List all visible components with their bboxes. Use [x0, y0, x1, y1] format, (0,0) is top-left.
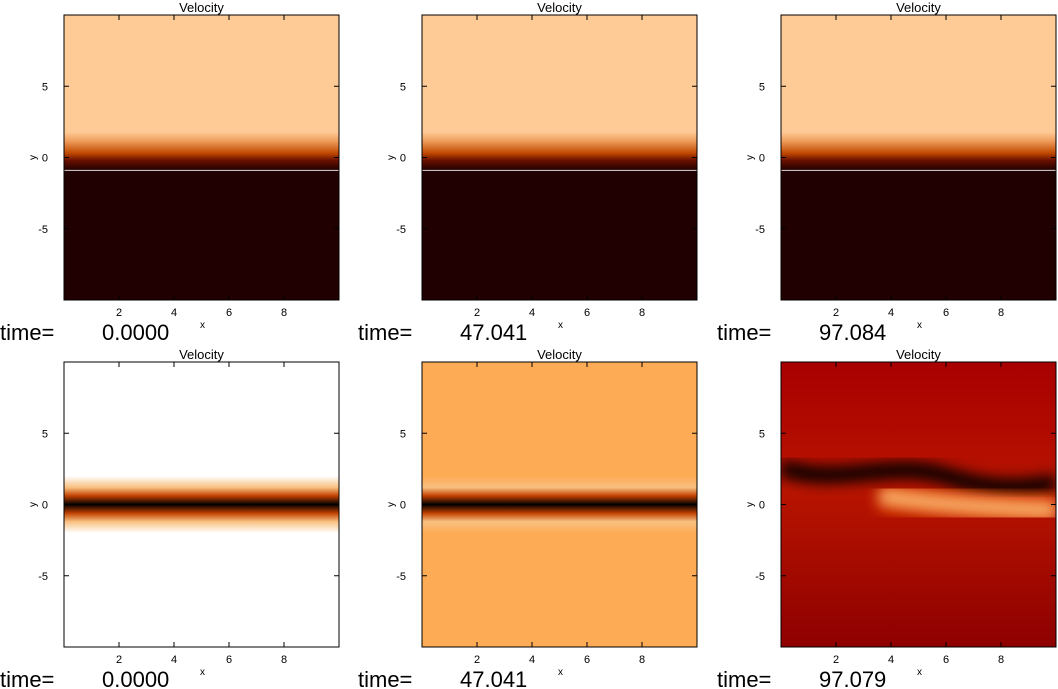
panel-title: Velocity [179, 0, 224, 15]
y-tick-label: 5 [759, 428, 765, 440]
y-axis-label: y [386, 155, 397, 160]
y-tick-label: 5 [400, 81, 406, 93]
time-value: 47.041 [460, 667, 527, 689]
x-axis-label: x [200, 320, 205, 331]
x-tick-label: 8 [998, 654, 1004, 666]
y-tick-label: 5 [400, 428, 406, 440]
x-tick-label: 6 [226, 307, 232, 319]
x-tick-label: 8 [998, 307, 1004, 319]
heatmap-image [781, 15, 1056, 300]
y-tick-label: -5 [755, 224, 765, 236]
y-axis-label: y [28, 502, 39, 507]
x-axis-label: x [917, 667, 922, 678]
heatmap-field [422, 15, 697, 300]
y-tick-label: -5 [38, 571, 48, 583]
x-tick-label: 6 [226, 654, 232, 666]
dark-shear-band [781, 459, 1056, 495]
x-tick-label: 2 [116, 307, 122, 319]
heatmap-field [422, 362, 697, 647]
y-tick-label: 0 [759, 500, 765, 512]
x-tick-label: 6 [584, 654, 590, 666]
heatmap-image [422, 362, 697, 647]
y-tick-label: 5 [42, 81, 48, 93]
time-value: 0.0000 [102, 320, 169, 345]
y-tick-label: 5 [42, 428, 48, 440]
heatmap-field [64, 15, 339, 300]
time-label: time= [717, 320, 771, 345]
x-tick-label: 2 [116, 654, 122, 666]
time-label: time= [717, 667, 771, 689]
x-tick-label: 4 [529, 654, 535, 666]
time-label: time= [0, 667, 54, 689]
y-tick-label: -5 [38, 224, 48, 236]
x-axis-label: x [558, 667, 563, 678]
y-axis-label: y [745, 502, 756, 507]
x-tick-label: 2 [833, 307, 839, 319]
x-tick-label: 8 [639, 654, 645, 666]
x-tick-label: 6 [943, 307, 949, 319]
heatmap-image [422, 15, 697, 300]
y-tick-label: 0 [42, 500, 48, 512]
time-label: time= [358, 320, 412, 345]
x-axis-label: x [558, 320, 563, 331]
x-tick-label: 4 [529, 307, 535, 319]
y-tick-label: 0 [42, 153, 48, 165]
y-tick-label: 0 [400, 153, 406, 165]
x-tick-label: 8 [281, 307, 287, 319]
heatmap-field [64, 362, 339, 647]
bright-shear-band [879, 491, 1056, 515]
x-tick-label: 2 [833, 654, 839, 666]
x-tick-label: 4 [888, 307, 894, 319]
y-tick-label: 5 [759, 81, 765, 93]
y-tick-label: -5 [755, 571, 765, 583]
x-tick-label: 8 [639, 307, 645, 319]
heatmap-field [781, 15, 1056, 300]
x-tick-label: 4 [171, 307, 177, 319]
y-tick-label: -5 [396, 224, 406, 236]
x-tick-label: 6 [584, 307, 590, 319]
time-value: 97.079 [819, 667, 886, 689]
y-tick-label: 0 [400, 500, 406, 512]
panel-title: Velocity [896, 347, 941, 362]
x-tick-label: 4 [171, 654, 177, 666]
heatmap-field [781, 362, 1056, 647]
x-tick-label: 2 [474, 654, 480, 666]
x-axis-label: x [917, 320, 922, 331]
panel-title: Velocity [179, 347, 224, 362]
y-tick-label: 0 [759, 153, 765, 165]
x-tick-label: 8 [281, 654, 287, 666]
time-label: time= [358, 667, 412, 689]
time-value: 47.041 [460, 320, 527, 345]
x-tick-label: 6 [943, 654, 949, 666]
y-axis-label: y [386, 502, 397, 507]
time-value: 0.0000 [102, 667, 169, 689]
x-tick-label: 2 [474, 307, 480, 319]
x-axis-label: x [200, 667, 205, 678]
y-tick-label: -5 [396, 571, 406, 583]
time-label: time= [0, 320, 54, 345]
y-axis-label: y [745, 155, 756, 160]
panel-title: Velocity [896, 0, 941, 15]
panel-title: Velocity [537, 0, 582, 15]
y-axis-label: y [28, 155, 39, 160]
heatmap-image [64, 362, 339, 647]
time-value: 97.084 [819, 320, 886, 345]
x-tick-label: 4 [888, 654, 894, 666]
heatmap-image [64, 15, 339, 300]
panel-title: Velocity [537, 347, 582, 362]
